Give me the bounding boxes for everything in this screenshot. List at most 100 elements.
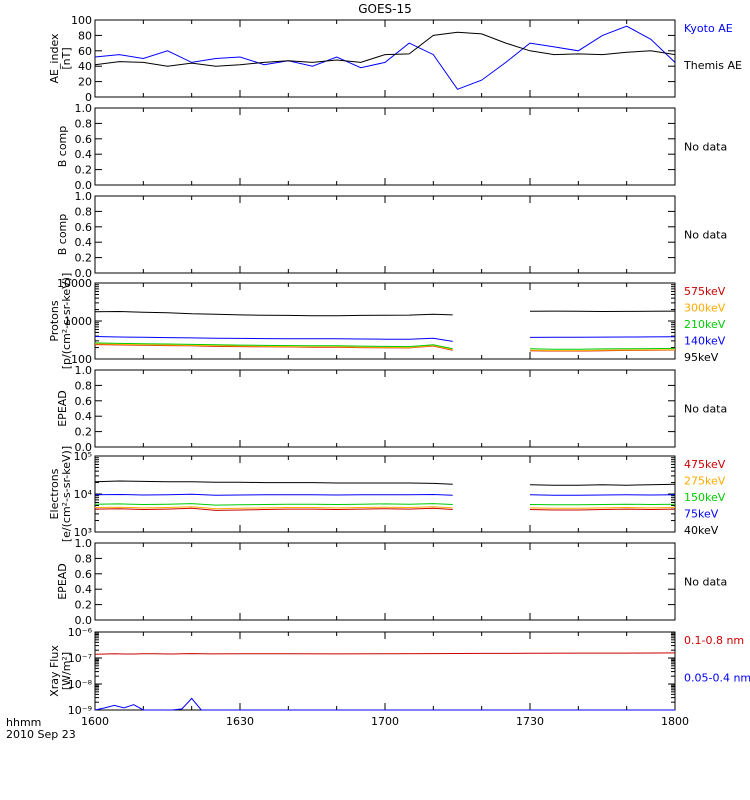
y-axis-label: B comp [56, 214, 69, 256]
y-tick-label: 0.6 [75, 221, 93, 234]
x-tick-label: 1700 [371, 715, 399, 728]
y-tick-label: 40 [78, 60, 92, 73]
y-axis-label: EPEAD [56, 563, 69, 600]
series-line-275kev [94, 506, 676, 510]
y-axis-label: [e/(cm²-s-sr-keV)] [60, 446, 73, 542]
panel-frame [94, 369, 676, 448]
time-label: hhmm [6, 716, 41, 729]
y-axis-label: [p/(cm²-s-sr-keV)] [60, 273, 73, 370]
legend-475kev: 475keV [684, 458, 726, 471]
legend-75kev: 75keV [684, 508, 719, 521]
y-tick-label: 20 [78, 76, 92, 89]
panel-frame [94, 195, 676, 274]
panel-5: 0.0 0.2 0.4 0.6 0.8 1.0 EPEAD No data [56, 364, 727, 454]
y-tick-label: 0.4 [75, 583, 93, 596]
y-tick-label: 10000 [57, 277, 92, 290]
legend-40kev: 40keV [684, 524, 719, 537]
y-tick-label: 80 [78, 29, 92, 42]
y-tick-label: 0.4 [75, 148, 93, 161]
series-line-150kev [94, 503, 676, 506]
panel-frame [94, 19, 676, 98]
series-line-0-05-0-4-nm [94, 697, 675, 711]
panel-2: 0.0 0.2 0.4 0.6 0.8 1.0 B comp No data [56, 102, 727, 192]
y-tick-label: 10⁻⁹ [68, 704, 92, 717]
y-axis-label: Electrons [48, 468, 61, 519]
panel-frame [94, 542, 676, 621]
y-tick-label: 60 [78, 45, 92, 58]
y-tick-label: 10⁻⁷ [68, 652, 92, 665]
date-label: 2010 Sep 23 [6, 728, 76, 741]
legend-140kev: 140keV [684, 335, 726, 348]
y-tick-label: 10³ [74, 526, 92, 539]
series-line-themis-ae [94, 31, 676, 67]
y-tick-label: 0.6 [75, 395, 93, 408]
y-tick-label: 0.2 [75, 164, 93, 177]
y-tick-label: 1.0 [75, 364, 93, 377]
y-tick-label: 0.2 [75, 599, 93, 612]
series-line-40kev [94, 480, 676, 486]
y-tick-label: 10⁵ [74, 450, 92, 463]
y-tick-label: 0.4 [75, 410, 93, 423]
legend-0-1-0-8-nm: 0.1-0.8 nm [684, 634, 744, 647]
legend-themis-ae: Themis AE [683, 59, 742, 72]
y-tick-label: 0.4 [75, 236, 93, 249]
y-axis-label: EPEAD [56, 390, 69, 427]
panel-frame [94, 631, 676, 711]
y-tick-label: 1000 [64, 315, 92, 328]
legend-300kev: 300keV [684, 302, 726, 315]
legend-95kev: 95keV [684, 351, 719, 364]
legend-kyoto-ae: Kyoto AE [684, 22, 733, 35]
panels: 0 20 40 60 80 100 AE_index [nT] Kyoto AE Themis A… [48, 14, 750, 728]
y-tick-label: 0.0 [75, 614, 93, 627]
y-tick-label: 100 [71, 14, 92, 27]
series-line-kyoto-ae [94, 25, 676, 90]
y-tick-label: 1.0 [75, 537, 93, 550]
series-line-300kev [94, 343, 676, 352]
y-tick-label: 100 [71, 353, 92, 366]
y-axis-label: [nT] [60, 47, 73, 69]
legend-275kev: 275keV [684, 475, 726, 488]
panel-frame [94, 455, 676, 533]
y-tick-label: 0.0 [75, 441, 93, 454]
series-line-140kev [94, 336, 676, 342]
x-tick-label: 1800 [661, 715, 689, 728]
panel-6: 10³ 10⁴ 10⁵ Electrons [e/(cm²-s-sr-keV)] 475k… [48, 446, 726, 542]
y-axis-label: B comp [56, 126, 69, 168]
y-tick-label: 0.8 [75, 117, 93, 130]
panel-3: 0.0 0.2 0.4 0.6 0.8 1.0 B comp No data [56, 190, 727, 280]
panel-frame [94, 107, 676, 186]
no-data-label: No data [684, 403, 727, 416]
y-tick-label: 10⁴ [74, 488, 93, 501]
panel-1: 0 20 40 60 80 100 AE_index [nT] Kyoto AE Themis A… [48, 14, 742, 104]
legend-210kev: 210keV [684, 318, 726, 331]
x-tick-label: 1730 [516, 715, 544, 728]
legend-0-05-0-4-nm: 0.05-0.4 nm [684, 671, 750, 684]
no-data-label: No data [684, 576, 727, 589]
y-tick-label: 10⁻⁶ [68, 626, 93, 639]
y-axis-label: Protons [48, 300, 61, 341]
y-axis-label: AE_index [48, 33, 61, 84]
series-line-75kev [94, 493, 676, 496]
y-tick-label: 1.0 [75, 190, 93, 203]
y-tick-label: 0.0 [75, 267, 93, 280]
series-line-95kev [94, 310, 676, 317]
plot-title: GOES-15 [358, 2, 412, 16]
y-tick-label: 10⁻⁸ [68, 678, 93, 691]
y-tick-label: 1.0 [75, 102, 93, 115]
y-tick-label: 0.0 [75, 179, 93, 192]
y-tick-label: 0.2 [75, 426, 93, 439]
y-tick-label: 0.8 [75, 552, 93, 565]
y-tick-label: 0.8 [75, 379, 93, 392]
no-data-label: No data [684, 229, 727, 242]
series-line-475kev [94, 507, 676, 511]
y-axis-label: Xray Flux [48, 645, 61, 697]
y-tick-label: 0 [85, 91, 92, 104]
y-axis-label: [W/m²] [60, 652, 73, 690]
panel-7: 0.0 0.2 0.4 0.6 0.8 1.0 EPEAD No data [56, 537, 727, 627]
y-tick-label: 0.6 [75, 568, 93, 581]
panel-4: 100 1000 10000 Protons [p/(cm²-s-sr-keV)] 575… [48, 273, 726, 370]
x-tick-label: 1630 [226, 715, 254, 728]
y-tick-label: 0.6 [75, 133, 93, 146]
legend-150kev: 150keV [684, 491, 726, 504]
